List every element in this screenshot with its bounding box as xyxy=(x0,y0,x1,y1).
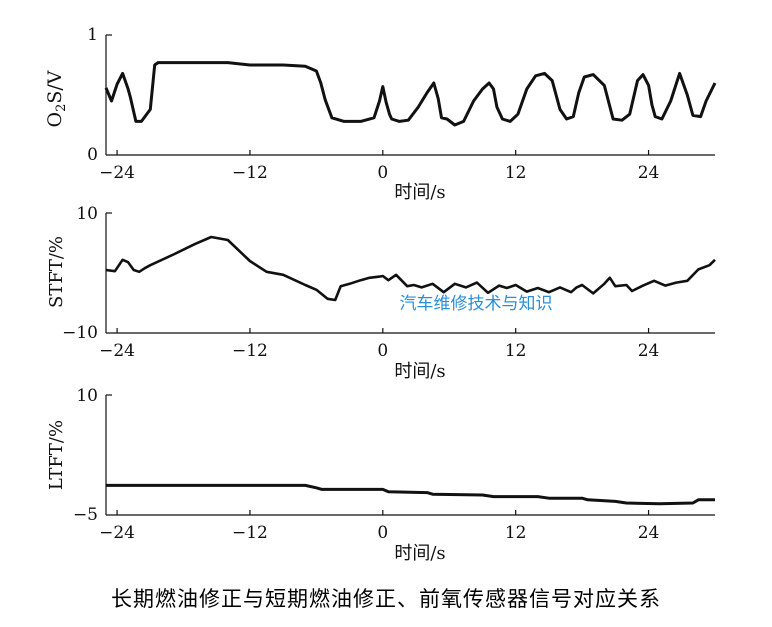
watermark: 汽车维修技术与知识 xyxy=(400,294,553,314)
x-tick-label: −12 xyxy=(232,523,268,543)
stft-series-line xyxy=(105,235,716,302)
x-tick-labels: −24 −12 0 12 24 xyxy=(99,328,659,361)
x-tick-label: −24 xyxy=(99,523,135,543)
x-tick-label: −24 xyxy=(99,163,135,183)
x-tick-label: 12 xyxy=(505,523,527,543)
x-tick-label: 24 xyxy=(638,163,660,183)
y-axis-label: LTFT/% xyxy=(46,420,67,490)
x-axis-label: 时间/s xyxy=(394,182,445,203)
x-tick-label: 0 xyxy=(377,163,388,183)
x-tick-label: 12 xyxy=(505,163,527,183)
figure-caption: 长期燃油修正与短期燃油修正、前氧传感器信号对应关系 xyxy=(111,587,661,611)
x-tick-labels: −24 −12 0 12 24 xyxy=(99,150,659,183)
x-tick-label: 12 xyxy=(505,341,527,361)
x-tick-label: 0 xyxy=(377,523,388,543)
x-axis-label: 时间/s xyxy=(394,543,445,564)
panel-stft: 10 −10 STFT/% −24 −12 0 12 24 时间/s xyxy=(46,204,716,382)
y-axis-label: STFT/% xyxy=(46,236,67,308)
y-tick-label: 10 xyxy=(76,386,98,406)
x-tick-label: −12 xyxy=(232,341,268,361)
x-tick-label: 0 xyxy=(377,341,388,361)
x-tick-label: 24 xyxy=(638,523,660,543)
y-tick-label: −5 xyxy=(73,505,98,525)
x-tick-label: 24 xyxy=(638,341,660,361)
x-axis-label: 时间/s xyxy=(394,361,445,382)
panel-o2s: 1 0 O2S/V −24 −12 0 12 24 时间/s xyxy=(44,25,717,203)
y-tick-label: 10 xyxy=(76,204,98,224)
ltft-series-line xyxy=(106,483,715,506)
y-axis-label: O2S/V xyxy=(44,70,69,127)
y-tick-label: −10 xyxy=(62,323,98,343)
x-tick-label: −12 xyxy=(232,163,268,183)
panel-ltft: 10 −5 LTFT/% −24 −12 0 12 24 时间/s xyxy=(46,386,715,564)
o2s-series-line xyxy=(104,61,717,127)
y-tick-label: 0 xyxy=(87,145,98,165)
x-tick-label: −24 xyxy=(99,341,135,361)
y-tick-label: 1 xyxy=(87,25,98,45)
x-tick-labels: −24 −12 0 12 24 xyxy=(99,510,659,543)
